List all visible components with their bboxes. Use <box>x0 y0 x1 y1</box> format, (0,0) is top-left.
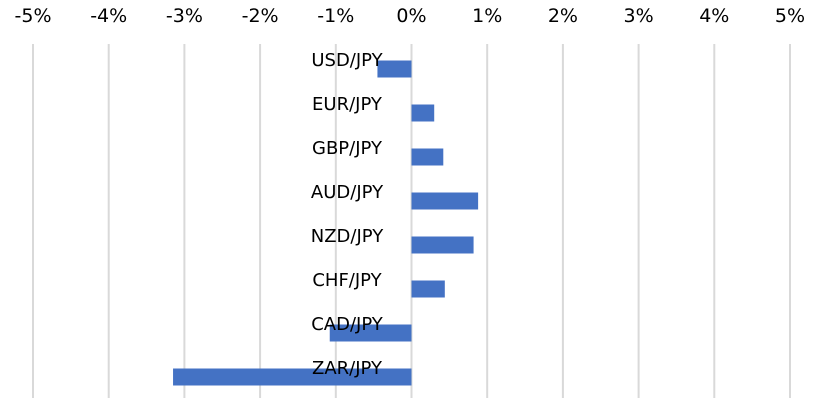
x-tick-label: 5% <box>775 5 805 27</box>
x-tick-label: -1% <box>317 5 354 27</box>
x-tick-label: -4% <box>90 5 127 27</box>
bar <box>411 192 479 210</box>
x-tick-label: 2% <box>548 5 578 27</box>
bar <box>377 60 412 78</box>
bar <box>411 236 474 254</box>
x-tick-label: 3% <box>624 5 654 27</box>
category-label: GBP/JPY <box>312 138 383 159</box>
bar <box>411 104 435 122</box>
x-tick-label: -5% <box>15 5 52 27</box>
x-tick-label: -3% <box>166 5 203 27</box>
x-tick-label: -2% <box>242 5 279 27</box>
x-tick-label: 0% <box>396 5 426 27</box>
x-tick-label: 1% <box>472 5 502 27</box>
bar <box>411 148 444 166</box>
bar <box>329 324 412 342</box>
category-label: ZAR/JPY <box>312 358 383 379</box>
category-label: NZD/JPY <box>311 226 384 247</box>
category-label: CAD/JPY <box>311 314 384 335</box>
bars <box>173 60 479 386</box>
bar <box>173 368 412 386</box>
category-label: CHF/JPY <box>312 270 382 291</box>
bar <box>411 280 445 298</box>
x-axis-tick-labels: -5% -4% -3% -2% -1% 0% 1% 2% 3% 4% 5% <box>15 5 806 27</box>
x-tick-label: 4% <box>699 5 729 27</box>
gridlines <box>32 44 791 398</box>
category-label: EUR/JPY <box>312 94 383 115</box>
category-labels: USD/JPY EUR/JPY GBP/JPY AUD/JPY NZD/JPY CHF/J… <box>311 50 384 379</box>
category-label: USD/JPY <box>311 50 383 71</box>
category-label: AUD/JPY <box>311 182 384 203</box>
